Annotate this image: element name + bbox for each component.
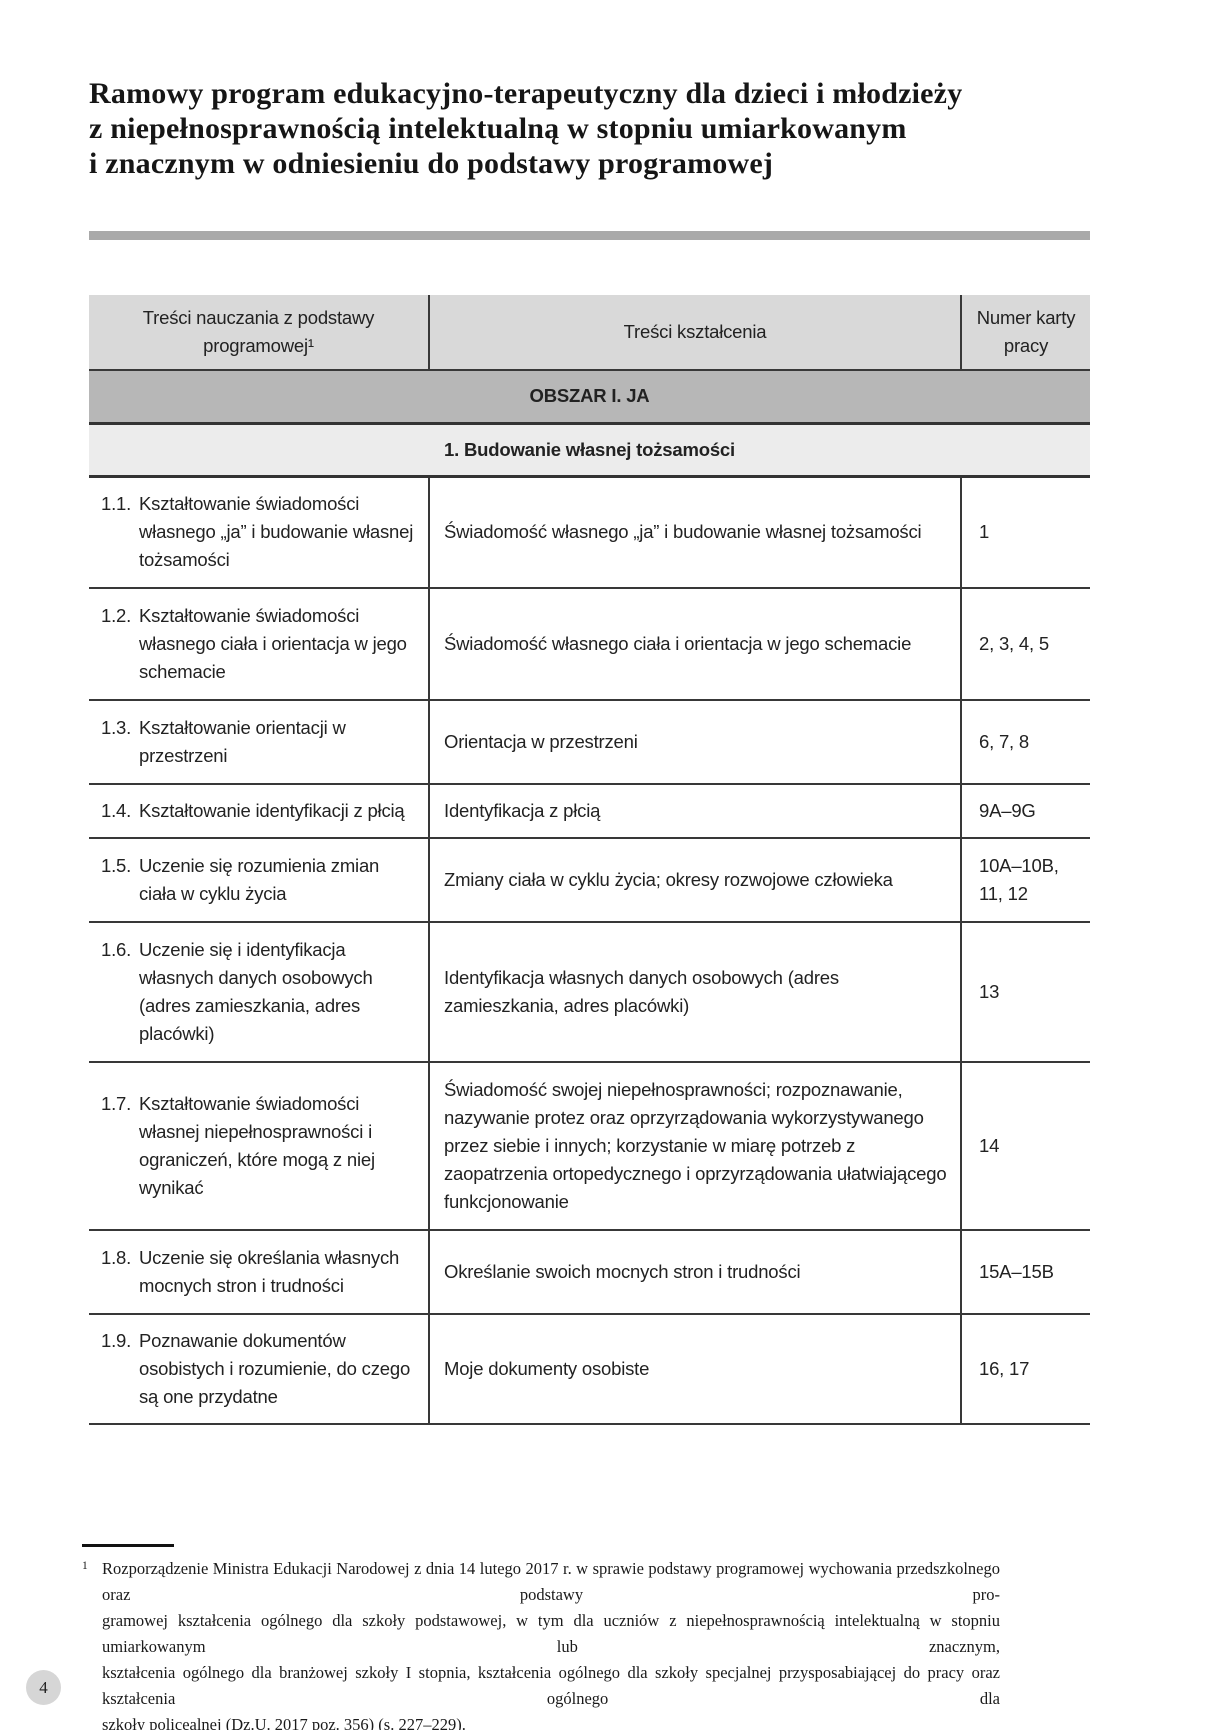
table-row: 1.2. Kształtowanie świadomości własnego … [89, 588, 1090, 701]
cell-ksztalcenie: Świadomość własnego ciała i orientacja w… [428, 588, 961, 701]
row-number: 1.3. [101, 717, 132, 738]
table-row: 1.1. Kształtowanie świadomości własnego … [89, 476, 1090, 589]
footnote: 1 Rozporządzenie Ministra Edukacji Narod… [82, 1556, 1000, 1730]
cell-podstawa: Uczenie się określania własnych mocnych … [139, 1247, 400, 1296]
cell-ksztalcenie: Zmiany ciała w cyklu życia; okresy rozwo… [428, 838, 961, 923]
cell-karta: 9A–9G [960, 784, 1090, 839]
footnote-line: Rozporządzenie Ministra Edukacji Narodow… [102, 1559, 1000, 1604]
page-number: 4 [39, 1677, 48, 1697]
cell-karta: 15A–15B [960, 1230, 1090, 1315]
cell-ksztalcenie: Świadomość swojej niepełnosprawności; ro… [428, 1062, 961, 1231]
title-divider-bar [89, 231, 1090, 240]
row-number: 1.1. [101, 493, 132, 515]
cell-karta: 2, 3, 4, 5 [960, 588, 1090, 701]
page-title-line: z niepełnosprawnością intelektualną w st… [89, 112, 907, 145]
cell-podstawa: Kształtowanie identyfikacji z płcią [139, 800, 405, 821]
subsection-header: 1. Budowanie własnej tożsamości [89, 423, 1090, 478]
curriculum-table-container: Treści nauczania z podstawy programowej¹… [89, 295, 1090, 1425]
cell-karta: 6, 7, 8 [960, 700, 1090, 785]
cell-ksztalcenie: Moje dokumenty osobiste [428, 1314, 961, 1425]
row-number: 1.4. [101, 800, 132, 821]
footnote-text: Rozporządzenie Ministra Edukacji Narodow… [102, 1556, 1000, 1730]
cell-ksztalcenie: Orientacja w przestrzeni [428, 700, 961, 785]
section-header: OBSZAR I. JA [89, 370, 1090, 425]
cell-ksztalcenie: Identyfikacja własnych danych osobowych … [428, 922, 961, 1063]
table-row: 1.8. Uczenie się określania własnych moc… [89, 1230, 1090, 1315]
footnote-line: kształcenia ogólnego dla branżowej szkoł… [102, 1663, 1000, 1708]
cell-podstawa: Kształtowanie świadomości własnego ciała… [139, 605, 407, 682]
row-number: 1.6. [101, 939, 132, 960]
cell-karta: 16, 17 [960, 1314, 1090, 1425]
cell-podstawa: Uczenie się i identyfikacja własnych dan… [139, 939, 373, 1044]
cell-podstawa: Kształtowanie świadomości własnego „ja” … [139, 493, 414, 571]
table-row: 1.4. Kształtowanie identyfikacji z płcią… [89, 784, 1090, 839]
cell-podstawa: Kształtowanie świadomości własnej niepeł… [139, 1093, 375, 1198]
page-title-line: i znacznym w odniesieniu do podstawy pro… [89, 147, 774, 180]
page-number-badge: 4 [26, 1670, 61, 1705]
column-header-karty: Numer karty pracy [960, 295, 1090, 371]
page-title-line: Ramowy program edukacyjno-terapeutyczny … [89, 77, 963, 110]
footnote-line: gramowej kształcenia ogólnego dla szkoły… [102, 1611, 1000, 1656]
cell-podstawa: Poznawanie dokumentów osobistych i rozum… [139, 1330, 411, 1407]
column-header-podstawa: Treści nauczania z podstawy programowej¹ [89, 295, 429, 371]
row-number: 1.5. [101, 855, 132, 876]
table-header-row: Treści nauczania z podstawy programowej¹… [89, 295, 1090, 371]
cell-ksztalcenie: Świadomość własnego „ja” i budowanie wła… [428, 476, 961, 589]
cell-karta: 10A–10B, 11, 12 [960, 838, 1090, 923]
footnote-rule [82, 1544, 174, 1547]
section-header-row: OBSZAR I. JA [89, 370, 1090, 425]
page-title: Ramowy program edukacyjno-terapeutyczny … [89, 76, 1029, 181]
table-row: 1.7. Kształtowanie świadomości własnej n… [89, 1062, 1090, 1231]
cell-ksztalcenie: Identyfikacja z płcią [428, 784, 961, 839]
footnote-marker: 1 [82, 1560, 88, 1572]
table-row: 1.3. Kształtowanie orientacji w przestrz… [89, 700, 1090, 785]
subsection-header-row: 1. Budowanie własnej tożsamości [89, 423, 1090, 478]
cell-ksztalcenie: Określanie swoich mocnych stron i trudno… [428, 1230, 961, 1315]
table-row: 1.6. Uczenie się i identyfikacja własnyc… [89, 922, 1090, 1063]
row-number: 1.8. [101, 1247, 132, 1268]
cell-karta: 14 [960, 1062, 1090, 1231]
table-row: 1.5. Uczenie się rozumienia zmian ciała … [89, 838, 1090, 923]
footnote-line: szkoły policealnej (Dz.U. 2017 poz. 356)… [102, 1715, 466, 1730]
row-number: 1.2. [101, 605, 132, 626]
column-header-ksztalcenie: Treści kształcenia [428, 295, 961, 371]
cell-karta: 1 [960, 476, 1090, 589]
cell-karta: 13 [960, 922, 1090, 1063]
table-row: 1.9. Poznawanie dokumentów osobistych i … [89, 1314, 1090, 1425]
row-number: 1.9. [101, 1330, 132, 1351]
cell-podstawa: Kształtowanie orientacji w przestrzeni [139, 717, 346, 766]
cell-podstawa: Uczenie się rozumienia zmian ciała w cyk… [139, 855, 380, 904]
row-number: 1.7. [101, 1093, 132, 1114]
curriculum-table: Treści nauczania z podstawy programowej¹… [89, 295, 1090, 1425]
